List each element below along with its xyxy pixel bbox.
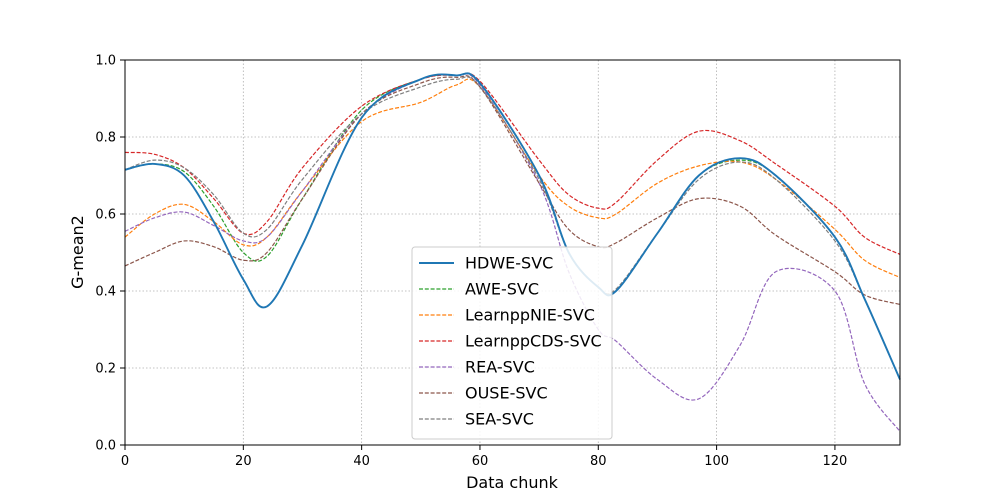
legend: HDWE-SVC AWE-SVC LearnppNIE-SVC LearnppCDS-…	[411, 246, 613, 440]
series-line-learnppcds-svc	[124, 72, 901, 255]
legend-label: SEA-SVC	[465, 410, 534, 429]
x-axis-label: Data chunk	[466, 473, 559, 492]
y-tick-label: 0.6	[95, 208, 116, 223]
legend-entry: SEA-SVC	[419, 410, 534, 429]
y-axis-label: G-mean2	[68, 215, 87, 289]
plot-frame	[124, 59, 901, 446]
legend-label: LearnppCDS-SVC	[465, 332, 602, 351]
legend-entry: LearnppNIE-SVC	[419, 306, 595, 325]
y-tick-label: 0.0	[95, 439, 116, 454]
series-line-rea-svc	[124, 73, 901, 432]
legend-label: LearnppNIE-SVC	[465, 306, 595, 325]
x-tick-label: 0	[121, 454, 129, 469]
legend-entry: REA-SVC	[419, 358, 535, 377]
x-tick-label: 120	[823, 454, 848, 469]
series-line-ouse-svc	[124, 75, 901, 306]
legend-entry: HDWE-SVC	[419, 254, 553, 273]
legend-entry: AWE-SVC	[419, 280, 539, 299]
series-line-sea-svc	[124, 76, 901, 380]
y-tick-label: 1.0	[95, 54, 116, 69]
y-tick-label: 0.8	[95, 131, 116, 146]
series-line-hdwe-svc	[124, 72, 901, 380]
x-tick-label: 40	[353, 454, 370, 469]
legend-label: HDWE-SVC	[465, 254, 553, 273]
x-tick-label: 60	[472, 454, 489, 469]
legend-entry: LearnppCDS-SVC	[419, 332, 602, 351]
y-tick-label: 0.4	[95, 285, 116, 300]
x-tick-label: 20	[235, 454, 252, 469]
x-tick-label: 80	[590, 454, 607, 469]
series-layer	[124, 72, 901, 432]
legend-entry: OUSE-SVC	[419, 384, 548, 403]
legend-label: OUSE-SVC	[465, 384, 548, 403]
y-tick-label: 0.2	[95, 362, 116, 377]
legend-label: AWE-SVC	[465, 280, 539, 299]
legend-label: REA-SVC	[465, 358, 535, 377]
axis-ticks: 0 20 40 60 80 100 120 0.0 0.2 0.4 0.6 0.8 1.0	[95, 54, 847, 470]
legend-box	[411, 246, 613, 440]
x-tick-label: 100	[704, 454, 729, 469]
